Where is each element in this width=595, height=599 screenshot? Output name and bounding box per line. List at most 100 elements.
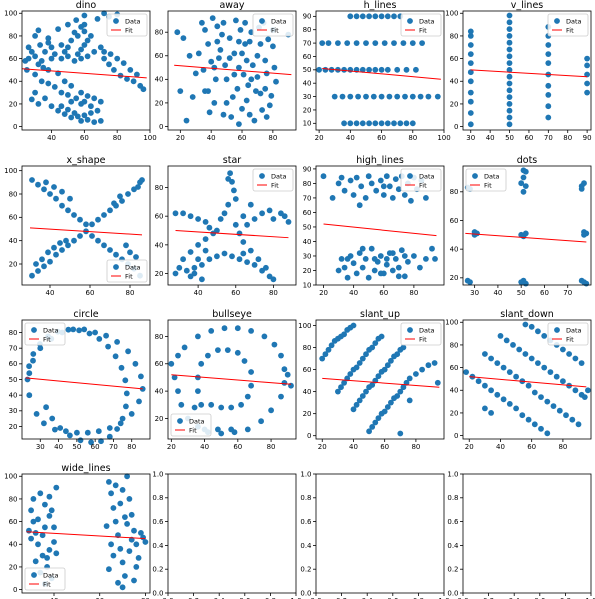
data-point — [338, 174, 345, 181]
axes-frame — [462, 473, 592, 594]
data-point — [46, 547, 53, 553]
data-point — [120, 60, 127, 66]
data-point — [26, 392, 33, 399]
data-point — [378, 333, 385, 340]
data-point — [378, 120, 385, 127]
data-point — [123, 242, 129, 249]
x-tick-label: 40 — [207, 134, 216, 142]
data-point — [401, 192, 408, 198]
legend-data-marker — [407, 173, 413, 179]
data-point — [228, 404, 235, 411]
data-point — [423, 256, 429, 262]
data-point — [195, 374, 201, 381]
data-point — [32, 530, 39, 536]
data-point — [341, 331, 347, 338]
data-point — [195, 333, 201, 340]
data-point — [581, 231, 587, 238]
data-point — [400, 344, 407, 351]
data-point — [363, 40, 369, 46]
data-point — [195, 242, 202, 248]
y-tick-label: 80 — [9, 32, 18, 40]
y-tick-label: 20 — [9, 260, 18, 268]
data-point — [228, 426, 235, 433]
data-point — [32, 558, 39, 565]
data-points — [26, 473, 149, 591]
data-point — [96, 336, 103, 342]
legend-data-marker — [554, 18, 560, 24]
data-point — [353, 13, 360, 20]
data-point — [29, 272, 35, 279]
data-point — [33, 261, 39, 267]
data-point — [227, 170, 234, 177]
x-tick-label: 40 — [486, 134, 495, 142]
x-tick-label: 40 — [493, 289, 502, 297]
data-point — [262, 85, 269, 92]
data-point — [101, 10, 107, 17]
data-points — [174, 15, 292, 127]
legend-data-marker — [31, 327, 37, 333]
data-point — [325, 346, 332, 353]
data-point — [522, 351, 529, 357]
data-point — [74, 51, 81, 57]
data-point — [133, 564, 140, 570]
data-point — [413, 371, 419, 377]
data-point — [48, 55, 55, 62]
data-point — [377, 270, 384, 277]
data-point — [180, 35, 187, 41]
data-point — [278, 352, 284, 359]
subplot-empty-1: 0.0 0.2 0.4 0.6 0.8 1.0 0.0 0.2 0.4 0.6 0.8 1.0 — [152, 470, 301, 599]
data-point — [467, 42, 474, 48]
data-point — [198, 401, 205, 408]
data-point — [417, 93, 424, 100]
data-point — [359, 13, 366, 20]
data-point — [381, 366, 388, 373]
data-point — [107, 247, 113, 253]
data-point — [228, 114, 235, 120]
data-point — [463, 369, 469, 375]
data-point — [77, 216, 83, 223]
data-point — [494, 391, 501, 398]
data-point — [68, 114, 75, 121]
data-point — [467, 28, 474, 35]
data-point — [237, 27, 244, 33]
data-point — [369, 382, 376, 388]
data-point — [389, 250, 396, 256]
data-point — [380, 183, 387, 190]
data-point — [350, 406, 357, 413]
data-point — [506, 53, 513, 60]
data-point — [117, 545, 124, 552]
x-tick-label: 40 — [349, 443, 358, 451]
data-point — [221, 250, 228, 257]
data-point — [229, 94, 236, 100]
data-point — [365, 274, 372, 281]
legend-data-marker — [113, 18, 119, 24]
x-tick-label: 60 — [379, 289, 388, 297]
data-points — [464, 167, 590, 287]
data-point — [61, 78, 68, 85]
subplot-title: wide_lines — [61, 463, 110, 474]
subplot-title: x_shape — [66, 155, 105, 166]
axes-frame — [167, 165, 297, 286]
data-point — [58, 42, 65, 48]
subplot-title: slant_up — [360, 309, 400, 320]
data-point — [97, 98, 104, 105]
data-point — [335, 267, 342, 274]
data-point — [261, 333, 268, 340]
axes-frame — [315, 165, 445, 286]
data-point — [26, 370, 33, 377]
data-point — [394, 351, 401, 358]
data-point — [40, 64, 47, 71]
y-tick-label: 60 — [303, 366, 312, 374]
data-point — [68, 37, 75, 44]
data-point — [95, 428, 102, 435]
axes-frame — [462, 319, 592, 440]
data-point — [29, 177, 35, 183]
data-point — [467, 51, 474, 57]
data-point — [401, 273, 408, 280]
data-point — [368, 245, 375, 252]
data-point — [52, 426, 58, 433]
data-point — [251, 262, 258, 268]
data-point — [544, 430, 551, 437]
data-point — [119, 559, 126, 566]
